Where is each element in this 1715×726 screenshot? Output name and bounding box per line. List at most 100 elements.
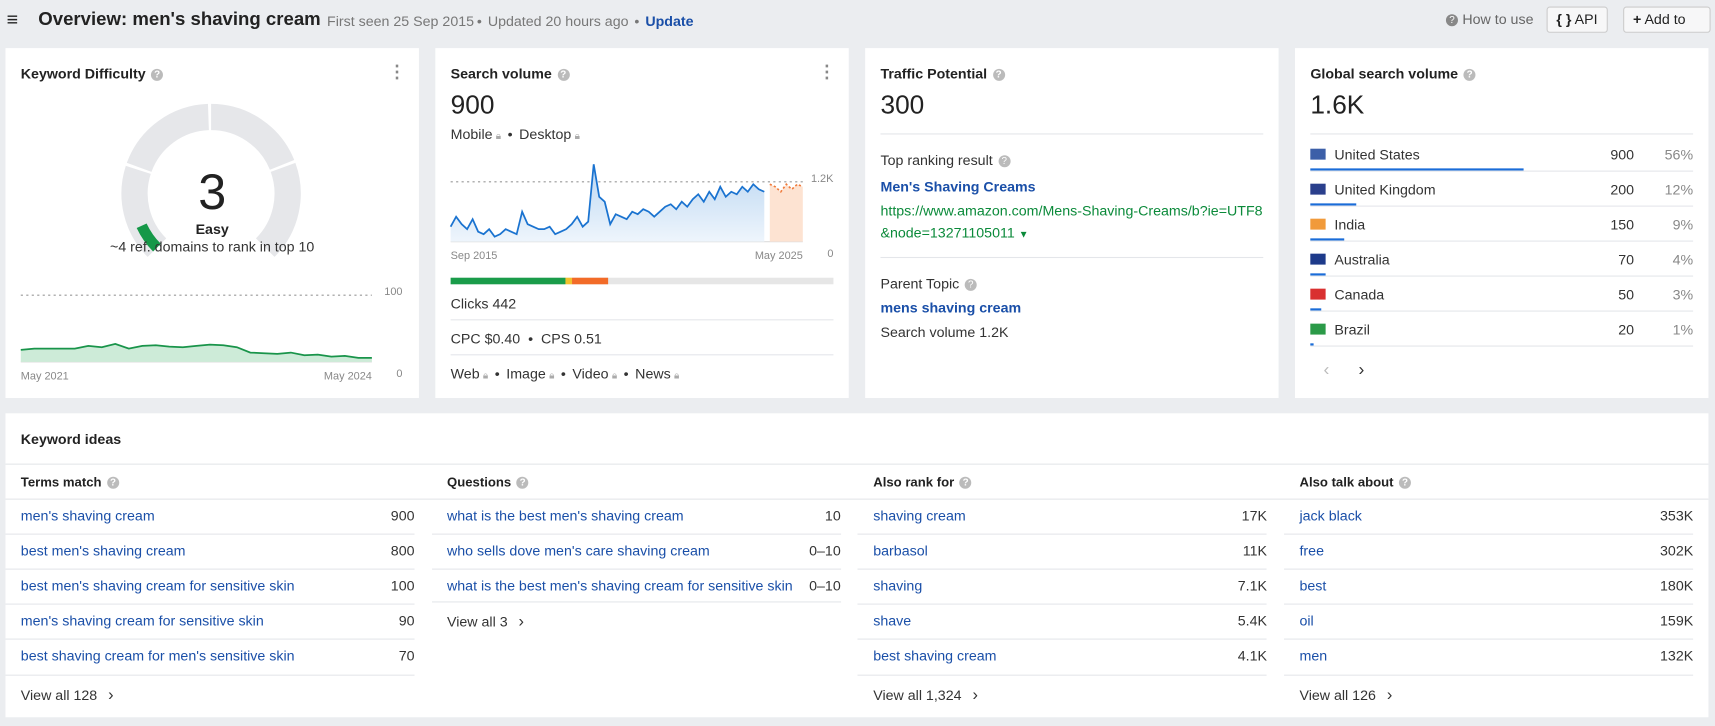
x-label: May 2025 (755, 250, 803, 262)
dot: • (560, 365, 566, 382)
page-title: Overview: men's shaving cream (38, 8, 321, 30)
lock: 🔒︎ (495, 130, 502, 142)
keyword-link[interactable]: free (1299, 542, 1324, 559)
how-to-use-text: How to use (1462, 10, 1534, 28)
country-name: India (1334, 216, 1366, 233)
divider (450, 319, 834, 321)
dot: • (494, 365, 500, 382)
dot: • (634, 13, 640, 30)
view-all[interactable]: View all 3 › (447, 612, 524, 631)
view-all[interactable]: View all 126 › (1299, 686, 1392, 705)
line (449, 164, 765, 238)
divider (431, 568, 841, 570)
column-title: Questions? (447, 475, 529, 490)
lock: 🔒︎ (574, 130, 580, 142)
kd-value: 3 (198, 162, 227, 220)
clicks-paid (565, 277, 573, 285)
keyword-link[interactable]: shaving cream (873, 507, 966, 524)
country-volume: 150 (1610, 216, 1635, 233)
share-bar (1310, 238, 1345, 241)
divider (5, 533, 415, 535)
lock: 🔒︎ (674, 369, 680, 381)
keyword-link[interactable]: who sells dove men's care shaving cream (447, 542, 710, 559)
keyword-link[interactable]: best shaving cream (873, 647, 997, 664)
lock: 🔒︎ (549, 369, 555, 381)
add-text: Add to (1644, 10, 1686, 28)
keyword-link[interactable]: men's shaving cream for sensitive skin (20, 612, 264, 629)
gauge-segment (255, 162, 301, 257)
keyword-link[interactable]: men (1299, 647, 1328, 664)
sv-value: 900 (450, 90, 495, 121)
share-bar (1310, 273, 1326, 276)
keyword-link[interactable]: best men's shaving cream for sensitive s… (20, 577, 295, 594)
update-link[interactable]: Update (645, 13, 694, 30)
column-title: Also rank for? (873, 475, 972, 490)
divider (5, 568, 415, 570)
keyword-link[interactable]: what is the best men's shaving cream (447, 507, 684, 524)
sv-title-text: Search volume (450, 65, 552, 83)
serp-features: Web 🔒︎ • Image 🔒︎ • Video 🔒︎ • News 🔒︎ (451, 365, 680, 381)
api-button[interactable]: { } API (1546, 6, 1608, 33)
country-name: United States (1334, 146, 1420, 163)
keyword-volume: 132K (1660, 647, 1694, 664)
area (450, 164, 765, 242)
keyword-link[interactable]: shave (873, 612, 912, 629)
top-result-title[interactable]: Men's Shaving Creams (880, 178, 1036, 195)
keyword-link[interactable]: best shaving cream for men's sensitive s… (20, 647, 295, 664)
keyword-link[interactable]: men's shaving cream (20, 507, 155, 524)
divider (5, 463, 1709, 465)
lock: 🔒︎ (611, 369, 618, 381)
add-button[interactable]: + Add to (1623, 6, 1711, 33)
clicks-other (572, 277, 609, 285)
flag (1310, 253, 1326, 265)
gauge-value (136, 223, 161, 252)
chevron: › (108, 685, 114, 705)
menu[interactable]: ⋮ (388, 63, 406, 83)
keyword-link[interactable]: best (1299, 577, 1327, 594)
y-tick-label: 0 (396, 368, 402, 380)
dot: • (507, 125, 513, 143)
country-name: Canada (1334, 286, 1385, 303)
area (20, 343, 372, 362)
column-title-text: Terms match (20, 474, 102, 490)
country-volume: 900 (1610, 146, 1635, 163)
keyword-link[interactable]: oil (1299, 612, 1314, 629)
parent-topic[interactable]: mens shaving cream (880, 299, 1022, 316)
line (20, 342, 372, 359)
view-all[interactable]: View all 1,324 › (873, 686, 978, 705)
divider (857, 638, 1267, 640)
next[interactable]: › (1358, 360, 1365, 380)
country-volume: 20 (1618, 321, 1635, 338)
menu[interactable]: ⋮ (818, 63, 836, 83)
first-seen: First seen 25 Sep 2015 (327, 13, 475, 30)
view-all[interactable]: View all 128 › (21, 686, 114, 705)
keyword-link[interactable]: barbasol (873, 542, 928, 559)
chevron: › (518, 612, 525, 631)
keyword-link[interactable]: best men's shaving cream (20, 542, 186, 559)
country-share: 1% (1672, 321, 1694, 338)
kd-note: ~4 ref. domains to rank in top 10 (110, 238, 315, 255)
country-volume: 50 (1618, 286, 1635, 303)
device: Mobile (450, 125, 493, 143)
cps: CPS 0.51 (540, 330, 602, 347)
keyword-volume: 70 (398, 647, 415, 664)
divider (857, 603, 1267, 605)
forecast-line (769, 183, 804, 193)
clicks: Clicks 442 (450, 295, 517, 312)
menu-icon[interactable]: ≡ (6, 8, 19, 31)
keyword-link[interactable]: jack black (1299, 507, 1362, 524)
divider (1284, 674, 1694, 676)
country-name: Australia (1334, 251, 1390, 268)
keyword-link[interactable]: shaving (873, 577, 923, 594)
prev[interactable]: ‹ (1323, 360, 1330, 380)
divider (857, 533, 1267, 535)
how-to-use[interactable]: ? How to use (1445, 10, 1534, 28)
divider (1284, 533, 1694, 535)
share-bar (1310, 308, 1322, 311)
clicks-organic (450, 277, 566, 285)
divider (431, 533, 841, 535)
column-title-text: Also talk about (1299, 474, 1394, 490)
top-result-url[interactable]: https://www.amazon.com/Mens-Shaving-Crea… (880, 202, 1263, 241)
keyword-link[interactable]: what is the best men's shaving cream for… (447, 577, 793, 594)
